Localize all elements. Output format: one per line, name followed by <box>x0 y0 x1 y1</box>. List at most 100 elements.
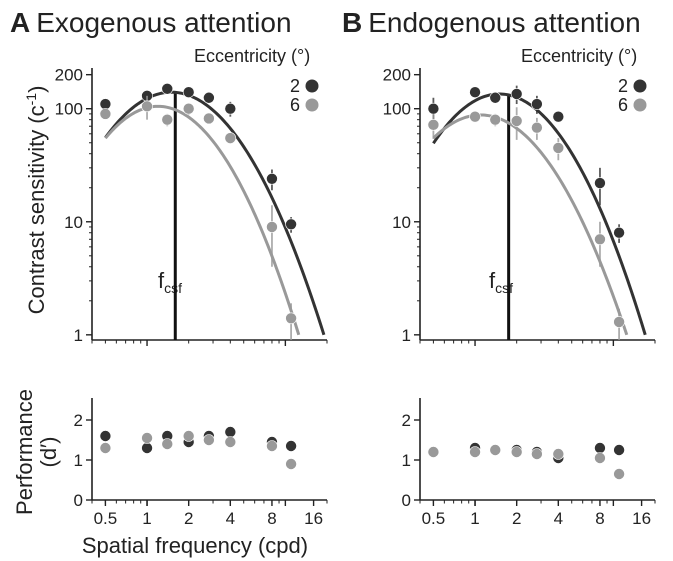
panel-d-series-6-point <box>489 444 502 456</box>
panel-d-x-tick-label: 2 <box>512 509 521 528</box>
panel-b-title: B Endogenous attention <box>342 7 641 38</box>
panel-b-letter: B <box>342 7 362 38</box>
panel-a-series-6-point <box>266 221 278 233</box>
panel-d-series-6-point <box>613 468 625 480</box>
panel-d-series-6-point <box>427 446 440 458</box>
panel-b-series-6-point <box>531 121 543 134</box>
panel-a-y-tick-label: 10 <box>64 213 83 232</box>
panel-a-series-2-point <box>224 102 237 115</box>
legend-a-marker-6 <box>305 98 319 112</box>
panel-a-series-6-point <box>161 113 174 126</box>
panel-a-series-6-point <box>285 312 297 325</box>
panel-c-series-6-point <box>266 440 278 452</box>
panel-a-series-6-curve <box>104 104 301 336</box>
panel-c-x-tick-label: 0.5 <box>94 509 118 528</box>
fcsf-label-a: fcsf <box>158 268 182 296</box>
panel-d-x-tick-label: 0.5 <box>422 509 446 528</box>
plot-c: 0 1 2 0.5 1 2 4 8 16 <box>74 398 328 528</box>
panel-c-x-tick-label: 8 <box>267 509 276 528</box>
panel-b-y-tick-label: 10 <box>392 213 411 232</box>
panel-a-series-2-point <box>285 218 297 231</box>
panel-c-series-6-point <box>161 438 174 450</box>
panel-a-series-6-point <box>224 132 237 144</box>
panel-a-series-2-point <box>99 98 112 110</box>
panel-b-series-6-point <box>427 119 440 131</box>
panel-c-y-tick-label: 2 <box>74 411 83 430</box>
panel-c-series-6-point <box>141 432 153 444</box>
panel-b-series-2-point <box>427 102 440 115</box>
panel-c-y-tick-label: 0 <box>74 491 83 510</box>
panel-a-title-text: Exogenous attention <box>36 7 291 38</box>
panel-a-series-2-point <box>161 83 174 95</box>
panel-b-series-6-point <box>489 113 502 126</box>
panel-b-y-tick-label: 200 <box>383 66 411 85</box>
panel-d-x-tick-label: 16 <box>632 509 651 528</box>
panel-d-y-tick-label: 0 <box>402 491 411 510</box>
y-axis-label-dprime: (d′) <box>36 436 61 467</box>
panel-c-x-tick-label: 4 <box>226 509 235 528</box>
panel-a-y-tick-label: 200 <box>55 66 83 85</box>
panel-d-series-6-point <box>469 446 481 458</box>
panel-b-series-2-curve <box>432 92 647 336</box>
panel-d-y-tick-label: 2 <box>402 411 411 430</box>
plot-d: 0 1 2 0.5 1 2 4 8 16 <box>402 398 656 528</box>
legend-a: Eccentricity (°) 2 6 <box>194 46 319 115</box>
panel-d-series-6-point <box>510 446 523 458</box>
panel-c-series-6-point <box>99 442 112 454</box>
panel-b-series-2-point <box>613 226 625 239</box>
panel-a-letter: A <box>10 7 30 38</box>
panel-a-series-6-point <box>141 100 153 113</box>
legend-b: Eccentricity (°) 2 6 <box>521 46 647 115</box>
panel-c-series-6-point <box>224 436 237 448</box>
panel-d-y-tick-label: 1 <box>402 451 411 470</box>
panel-d-series-6-point <box>531 448 543 460</box>
panel-b-series-6-point <box>469 110 481 123</box>
legend-b-marker-2 <box>633 79 647 93</box>
panel-b-y-tick-label: 1 <box>402 326 411 345</box>
panel-b-series-6-point <box>552 142 565 154</box>
panel-a-y-tick-label: 1 <box>74 326 83 345</box>
panel-a-series-2-point <box>203 91 215 104</box>
panel-b-series-6-point <box>613 316 625 328</box>
panel-b-series-2-point <box>510 88 523 100</box>
panel-a-series-6-point <box>99 108 112 120</box>
panel-c-x-tick-label: 1 <box>142 509 151 528</box>
panel-c-series-2-point <box>224 426 237 438</box>
panel-c-y-tick-label: 1 <box>74 451 83 470</box>
panel-b-series-2-point <box>489 91 502 104</box>
legend-a-title: Eccentricity (°) <box>194 46 310 66</box>
x-axis-label: Spatial frequency (cpd) <box>82 533 308 558</box>
panel-c-x-tick-label: 16 <box>304 509 323 528</box>
panel-d-series-6-point <box>552 448 565 460</box>
panel-a-title: A Exogenous attention <box>10 7 292 38</box>
panel-a-series-6-point <box>203 112 215 125</box>
panel-a-series-6-point <box>182 102 195 115</box>
panel-c-series-2-point <box>285 440 297 452</box>
panel-b-series-6-point <box>510 115 523 127</box>
panel-b-series-2-point <box>469 86 481 98</box>
panel-d-x-tick-label: 4 <box>554 509 563 528</box>
panel-b-series-6-point <box>594 233 606 246</box>
panel-c-series-6-point <box>203 434 215 446</box>
legend-a-marker-2 <box>305 79 319 93</box>
panel-d-x-tick-label: 8 <box>595 509 604 528</box>
legend-b-label-2: 2 <box>618 76 628 96</box>
panel-d-series-6-point <box>594 452 606 464</box>
panel-c-series-6-point <box>182 430 195 442</box>
panel-d-series-2-point <box>613 444 625 456</box>
panel-b-series-2-point <box>552 110 565 123</box>
legend-b-title: Eccentricity (°) <box>521 46 637 66</box>
plot-b: 1 10 100 200 <box>383 66 656 346</box>
panel-c-x-tick-label: 2 <box>184 509 193 528</box>
panel-c-series-6-point <box>285 458 297 470</box>
panel-a-series-2-point <box>182 86 195 98</box>
legend-a-label-6: 6 <box>290 95 300 115</box>
panel-d-series-2-point <box>594 442 606 454</box>
panel-d-x-tick-label: 1 <box>470 509 479 528</box>
y-axis-label-contrast: Contrast sensitivity (c-1) <box>23 86 49 315</box>
panel-a-series-2-point <box>266 172 278 185</box>
panel-a-series-2-curve <box>104 90 326 336</box>
legend-b-marker-6 <box>633 98 647 112</box>
panel-c-series-2-point <box>99 430 112 442</box>
